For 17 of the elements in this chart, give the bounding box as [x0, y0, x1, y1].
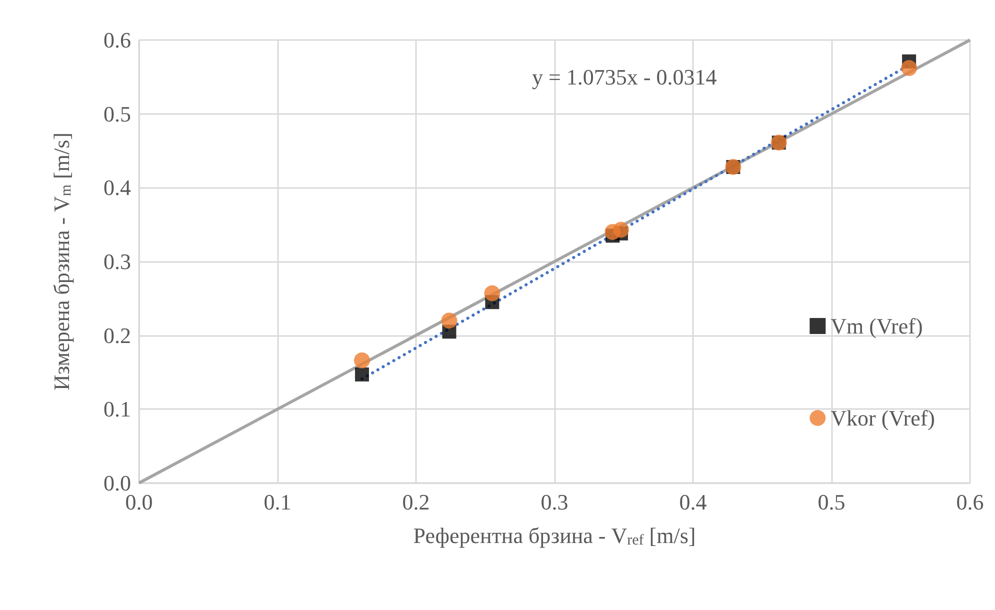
x-tick-label: 0.1	[264, 490, 292, 514]
y-tick-label: 0.1	[104, 396, 131, 422]
x-axis-title: Референтна брзина - Vref [m/s]	[413, 523, 696, 548]
x-tick-label: 0.2	[402, 490, 430, 514]
legend-label: Vm (Vref)	[830, 314, 923, 338]
y-tick-label: 0.3	[104, 249, 131, 274]
x-tick-label: 0.5	[818, 490, 846, 514]
x-tick-label: 0.3	[540, 490, 568, 514]
legend-label: Vkor (Vref)	[830, 406, 936, 430]
x-tick-label: 0.4	[679, 490, 707, 514]
y-tick-label: 0.6	[104, 28, 131, 52]
y-tick-label: 0.2	[104, 322, 131, 348]
y-axis-title: Измерена брзина - Vm [m/s]	[49, 132, 74, 391]
x-tick-label: 0.6	[956, 490, 984, 514]
annotation: y = 1.0735x - 0.0314	[532, 64, 717, 90]
y-tick-label: 0.4	[104, 175, 131, 200]
y-tick-label: 0.5	[104, 101, 131, 126]
